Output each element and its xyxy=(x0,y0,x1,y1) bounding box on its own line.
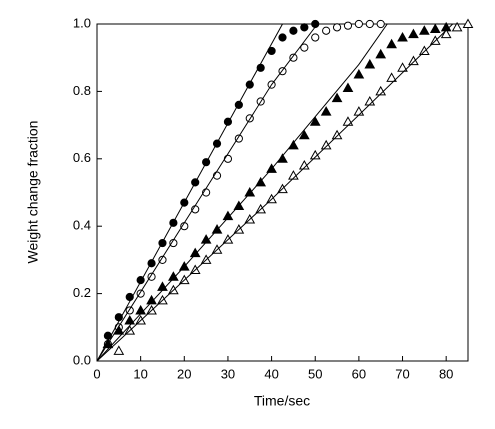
fit-line xyxy=(96,23,388,362)
point xyxy=(223,154,233,163)
point xyxy=(311,33,320,42)
point xyxy=(408,28,419,39)
point xyxy=(278,33,287,42)
point xyxy=(288,170,299,180)
point xyxy=(353,69,365,79)
point xyxy=(342,116,354,126)
x-tick-label: 40 xyxy=(264,366,278,381)
point xyxy=(375,48,387,59)
y-axis-title: Weight change fraction xyxy=(25,121,41,264)
x-tick-label: 20 xyxy=(177,366,191,381)
point xyxy=(322,26,331,35)
point xyxy=(300,43,309,52)
point xyxy=(343,21,353,30)
point xyxy=(300,23,309,32)
point xyxy=(429,23,441,34)
point xyxy=(298,129,310,140)
point xyxy=(244,186,256,197)
y-tick-label: 0.4 xyxy=(73,218,91,233)
x-tick-label: 50 xyxy=(308,366,322,381)
point xyxy=(397,62,408,72)
point xyxy=(158,255,167,264)
x-axis-title: Time/sec xyxy=(254,393,310,409)
y-tick-label: 0.8 xyxy=(73,83,91,98)
point xyxy=(189,247,201,258)
x-tick-label: 60 xyxy=(352,366,366,381)
point xyxy=(331,129,343,140)
x-tick-label: 30 xyxy=(221,366,235,381)
point xyxy=(342,82,354,93)
point xyxy=(462,18,474,28)
x-tick-label: 80 xyxy=(439,366,453,381)
y-tick-label: 1.0 xyxy=(73,15,91,30)
point xyxy=(418,25,430,35)
point xyxy=(408,55,419,66)
fit-line xyxy=(96,23,454,362)
point xyxy=(234,134,243,143)
y-tick-label: 0.2 xyxy=(73,285,91,300)
fit-line xyxy=(96,23,318,362)
point xyxy=(147,272,156,281)
point xyxy=(397,31,408,42)
point xyxy=(440,28,452,39)
x-tick-label: 10 xyxy=(133,366,147,381)
point xyxy=(376,19,385,29)
point xyxy=(124,315,136,325)
point xyxy=(365,19,374,29)
point xyxy=(211,224,223,234)
y-tick-label: 0.0 xyxy=(73,352,91,367)
x-tick-label: 70 xyxy=(395,366,409,381)
point xyxy=(418,45,430,55)
point xyxy=(375,85,387,96)
point xyxy=(289,53,298,62)
point xyxy=(309,116,321,126)
point xyxy=(364,58,376,69)
point xyxy=(451,21,463,32)
point xyxy=(353,106,365,116)
point xyxy=(331,92,343,103)
point xyxy=(354,19,363,29)
point xyxy=(386,72,397,82)
point xyxy=(386,38,397,49)
point xyxy=(320,139,332,150)
point xyxy=(113,345,125,355)
fit-line xyxy=(96,23,283,362)
y-tick-label: 0.6 xyxy=(73,150,91,165)
point xyxy=(320,106,332,116)
point xyxy=(332,23,342,32)
point xyxy=(289,26,298,35)
x-tick-label: 0 xyxy=(93,366,100,381)
